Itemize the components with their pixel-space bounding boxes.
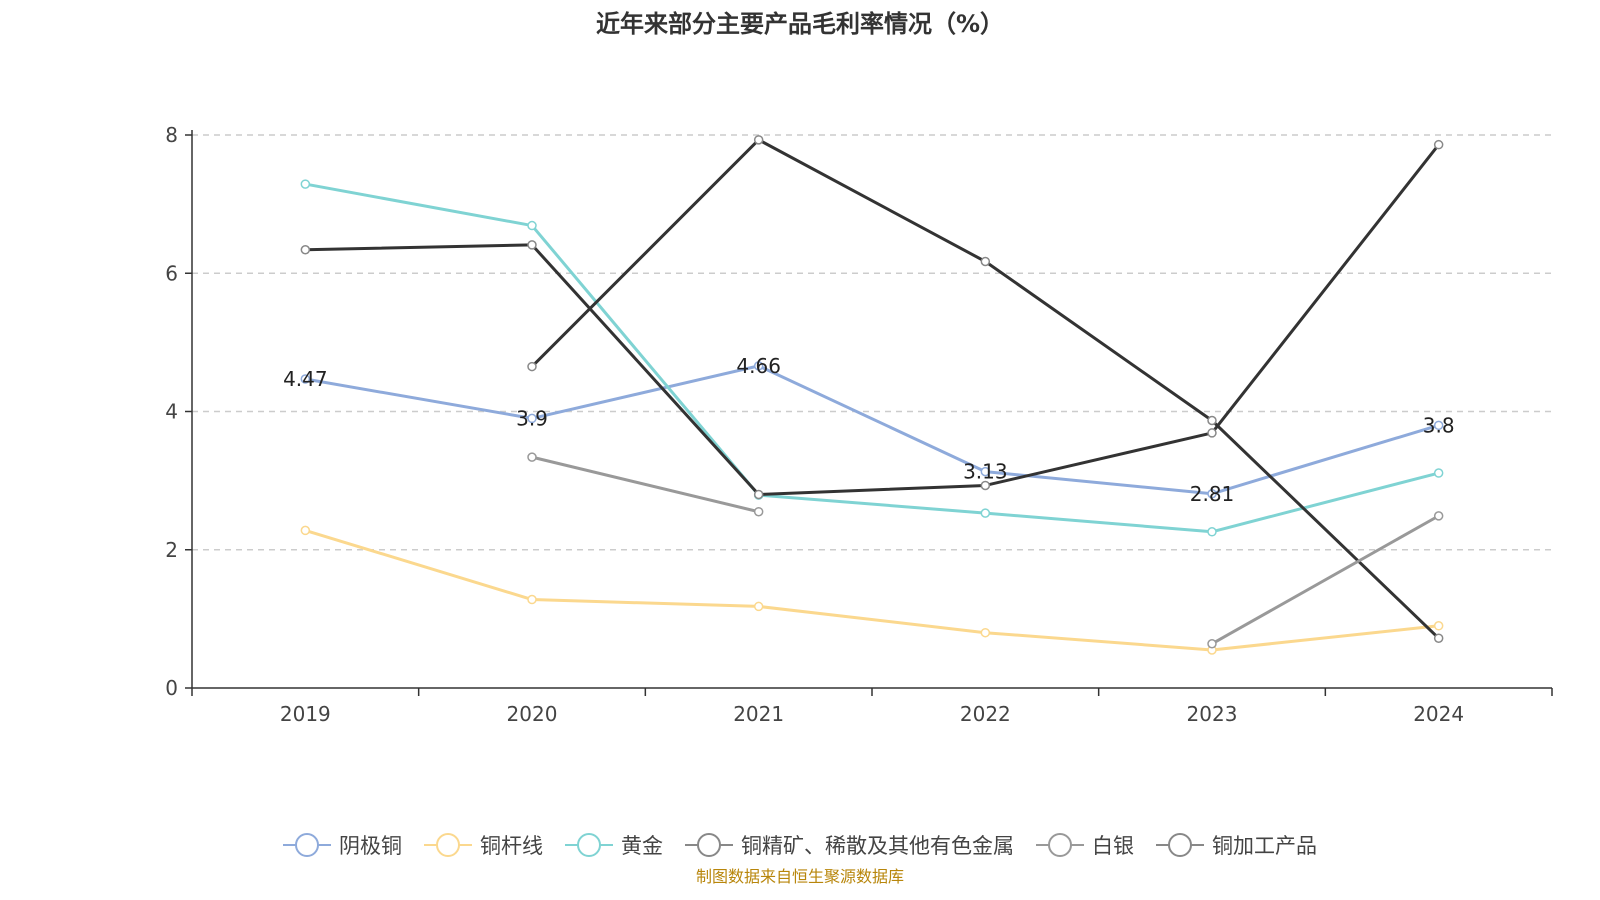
data-point: [753, 489, 764, 500]
data-point: [753, 135, 764, 145]
legend-marker-icon: [436, 833, 460, 857]
data-point: [527, 240, 537, 250]
legend-label: 黄金: [621, 834, 663, 858]
series-2: [300, 525, 1444, 655]
data-point: [527, 594, 537, 605]
data-point: [300, 179, 311, 189]
data-label: 4.66: [736, 354, 781, 378]
legend-label: 铜杆线: [480, 834, 543, 858]
series-layer: [300, 135, 1444, 655]
data-point: [1207, 428, 1217, 438]
data-point: [1207, 489, 1217, 499]
data-point: [300, 525, 311, 536]
series-4: [527, 135, 1444, 643]
x-tick-label: 2022: [960, 702, 1011, 726]
series-line: [305, 182, 1440, 534]
legend-marker-icon: [577, 833, 601, 857]
data-point: [527, 361, 537, 372]
legend-label: 白银: [1092, 834, 1134, 858]
legend-item[interactable]: 黄金: [565, 833, 663, 858]
data-label: 2.81: [1190, 482, 1235, 506]
data-point: [980, 480, 991, 491]
data-point: [527, 452, 537, 462]
data-point: [527, 413, 537, 424]
data-point: [980, 508, 991, 518]
data-point: [1207, 639, 1217, 649]
data-point: [1207, 527, 1217, 537]
data-point: [1207, 415, 1217, 426]
data-point: [753, 506, 764, 517]
series-line: [304, 528, 1439, 652]
legend-item[interactable]: 阴极铜: [283, 833, 402, 858]
series-5: [527, 452, 1444, 649]
data-labels-layer: 4.47 3.9 4.66 3.13 2.81 3.8: [283, 354, 1455, 506]
legend-item[interactable]: 铜加工产品: [1156, 833, 1317, 858]
data-point: [980, 627, 991, 638]
legend-label: 铜精矿、稀散及其他有色金属: [741, 834, 1014, 858]
series-line: [1211, 514, 1440, 646]
y-tick-label: 2: [165, 538, 178, 562]
data-label: 4.47: [283, 367, 328, 391]
data-point: [300, 244, 311, 255]
data-point: [1433, 633, 1444, 643]
legend: 阴极铜 铜杆线 黄金 铜精矿、稀散及其他有色金属 白银 铜加工产品: [283, 833, 1317, 858]
series-1: [300, 361, 1444, 499]
series-line: [531, 455, 760, 514]
x-tick-label: 2021: [733, 702, 784, 726]
data-point: [300, 374, 311, 384]
x-tick-label: 2020: [507, 702, 558, 726]
source-note: 制图数据来自恒生聚源数据库: [696, 867, 904, 886]
grid-lines: [192, 134, 1552, 551]
legend-marker-icon: [1168, 833, 1192, 857]
data-point: [980, 256, 991, 267]
legend-item[interactable]: 铜精矿、稀散及其他有色金属: [685, 833, 1014, 858]
legend-item[interactable]: 白银: [1036, 833, 1134, 858]
y-tick-label: 0: [165, 676, 178, 700]
data-point: [1433, 139, 1444, 150]
data-label: 3.13: [963, 460, 1008, 484]
series-line: [305, 143, 1440, 496]
data-label: 3.8: [1423, 413, 1455, 437]
x-tick-label: 2023: [1187, 702, 1238, 726]
data-point: [1433, 621, 1444, 631]
data-point: [1433, 468, 1444, 478]
legend-marker-icon: [295, 833, 319, 857]
legend-marker-icon: [1048, 833, 1072, 857]
y-tick-label: 4: [165, 400, 178, 424]
series-line: [305, 364, 1440, 496]
series-6: [300, 139, 1444, 500]
data-point: [1433, 511, 1444, 521]
y-tick-label: 6: [165, 261, 178, 285]
chart-title: 近年来部分主要产品毛利率情况（%）: [596, 10, 1004, 38]
x-tick-label: 2024: [1413, 702, 1464, 726]
x-tick-label: 2019: [280, 702, 331, 726]
legend-label: 铜加工产品: [1212, 834, 1317, 858]
data-point: [527, 220, 537, 231]
legend-item[interactable]: 铜杆线: [424, 833, 543, 858]
y-tick-label: 8: [165, 123, 178, 147]
axes: 0 2 4 6 8 2019 2020 2021 2022 2023 2024: [165, 123, 1553, 726]
data-point: [1433, 420, 1444, 431]
legend-label: 阴极铜: [339, 834, 402, 858]
legend-marker-icon: [697, 833, 721, 857]
data-point: [753, 601, 764, 612]
data-label: 3.9: [516, 406, 548, 430]
data-point: [980, 466, 991, 477]
data-point: [753, 361, 764, 371]
